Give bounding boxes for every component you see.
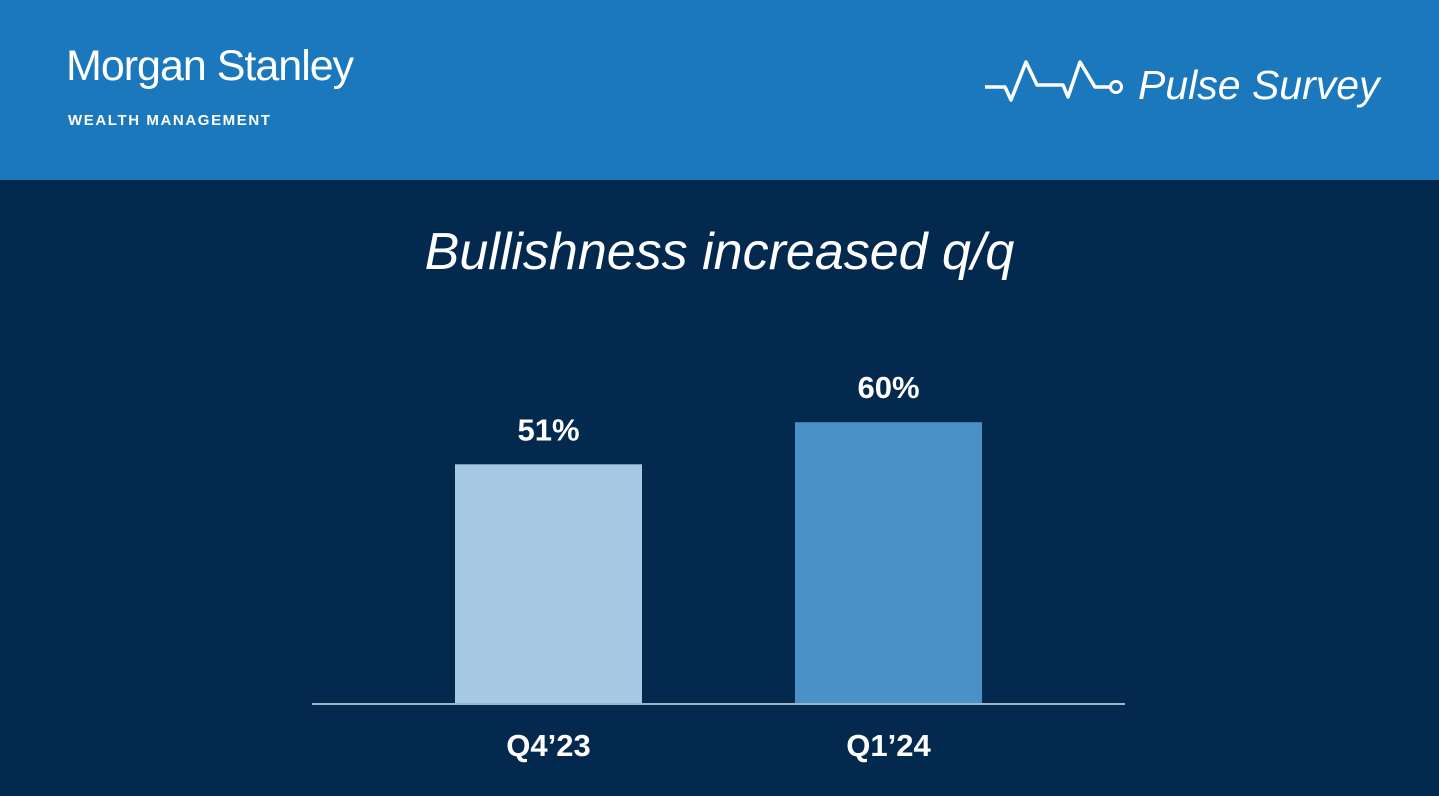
brand-subtitle: WEALTH MANAGEMENT [68, 112, 272, 129]
x-tick-label: Q4’23 [506, 728, 590, 763]
x-tick-label: Q1’24 [846, 728, 931, 763]
bar-0 [455, 464, 642, 703]
pulse-line-icon [985, 60, 1123, 102]
bar-1 [795, 422, 982, 703]
header-banner: Morgan Stanley WEALTH MANAGEMENT Pulse S… [0, 0, 1439, 180]
data-label: 60% [857, 370, 919, 405]
data-label: 51% [517, 412, 579, 447]
chart-title: Bullishness increased q/q [424, 223, 1015, 281]
survey-title: Pulse Survey [1138, 62, 1380, 108]
brand-logo: Morgan Stanley [66, 42, 354, 90]
